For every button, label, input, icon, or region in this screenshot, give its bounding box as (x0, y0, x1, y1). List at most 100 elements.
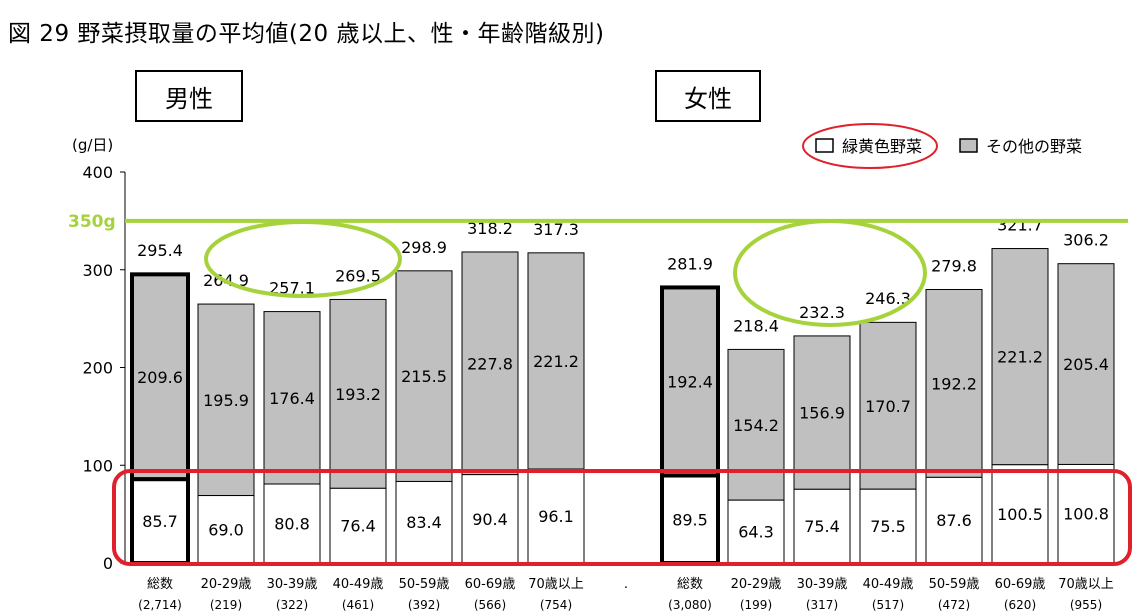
reference-line-label: 350g (68, 212, 116, 232)
category-count-label: (2,714) (138, 598, 182, 612)
category-label: 30-39歳 (267, 577, 318, 592)
data-label-total: 318.2 (467, 219, 513, 238)
group-separator-label: . (624, 577, 628, 592)
bar-segment-green-yellow (859, 488, 917, 564)
bar-segment-other (991, 248, 1049, 466)
bar-segment-other (197, 303, 255, 497)
data-label-total: 218.4 (733, 317, 779, 336)
category-label: 40-49歳 (863, 577, 914, 592)
bar-segment-green-yellow (329, 487, 387, 564)
bar-segment-other (461, 251, 519, 476)
category-label: 60-69歳 (995, 577, 1046, 592)
y-tick-label: 100 (82, 456, 113, 475)
data-label-green-yellow: 87.6 (936, 511, 972, 530)
data-label-green-yellow: 76.4 (340, 517, 376, 536)
data-label-total: 298.9 (401, 238, 447, 257)
y-tick-label: 200 (82, 359, 113, 378)
data-label-other: 221.2 (533, 352, 579, 371)
y-tick-label: 0 (103, 554, 113, 573)
data-label-green-yellow: 100.8 (1063, 505, 1109, 524)
y-axis-label: (g/日) (72, 136, 113, 154)
data-label-total: 281.9 (667, 254, 713, 273)
category-count-label: (461) (342, 598, 374, 612)
data-label-total: 279.8 (931, 256, 977, 275)
category-label: 70歳以上 (528, 577, 584, 592)
data-label-green-yellow: 80.8 (274, 515, 310, 534)
bar-segment-other (1057, 263, 1115, 465)
data-label-total: 269.5 (335, 267, 381, 286)
data-label-total: 321.7 (997, 216, 1043, 235)
highlight-ellipse-male (204, 220, 402, 298)
bar-segment-other (925, 288, 983, 478)
data-label-green-yellow: 64.3 (738, 523, 774, 542)
data-label-other: 192.2 (931, 374, 977, 393)
bar-segment-green-yellow (395, 480, 453, 564)
bar-segment-green-yellow (130, 477, 190, 565)
category-count-label: (754) (540, 598, 572, 612)
category-label: 50-59歳 (399, 577, 450, 592)
category-label: 50-59歳 (929, 577, 980, 592)
data-label-total: 257.1 (269, 279, 315, 298)
data-label-green-yellow: 69.0 (208, 520, 244, 539)
data-label-total: 306.2 (1063, 231, 1109, 250)
category-label: 総数 (147, 577, 173, 592)
bar-segment-other (859, 321, 917, 490)
legend-highlight-ellipse (802, 123, 938, 169)
data-label-other: 227.8 (467, 354, 513, 373)
data-label-other: 176.4 (269, 389, 315, 408)
data-label-green-yellow: 85.7 (142, 512, 178, 531)
data-label-green-yellow: 75.4 (804, 517, 840, 536)
category-label: 20-29歳 (201, 577, 252, 592)
category-label: 20-29歳 (731, 577, 782, 592)
data-label-other: 209.6 (137, 368, 183, 387)
data-label-green-yellow: 83.4 (406, 513, 442, 532)
category-count-label: (472) (938, 598, 970, 612)
bar-segment-other (395, 270, 453, 482)
highlight-ellipse-female (733, 219, 927, 327)
data-label-other: 170.7 (865, 397, 911, 416)
data-label-other: 156.9 (799, 404, 845, 423)
data-label-green-yellow: 90.4 (472, 510, 508, 529)
data-label-green-yellow: 100.5 (997, 505, 1043, 524)
category-count-label: (322) (276, 598, 308, 612)
data-label-other: 215.5 (401, 367, 447, 386)
data-label-other: 192.4 (667, 372, 713, 391)
category-count-label: (317) (806, 598, 838, 612)
category-label: 70歳以上 (1058, 577, 1114, 592)
category-label: 60-69歳 (465, 577, 516, 592)
bar-segment-other (727, 348, 785, 501)
category-count-label: (620) (1004, 598, 1036, 612)
data-label-total: 317.3 (533, 220, 579, 239)
category-count-label: (517) (872, 598, 904, 612)
bar-segment-green-yellow (263, 483, 321, 564)
highlight-box-green-yellow (112, 469, 1132, 566)
bar-segment-green-yellow (197, 495, 255, 564)
category-label: 30-39歳 (797, 577, 848, 592)
category-count-label: (392) (408, 598, 440, 612)
panel-label-male: 男性 (135, 70, 243, 122)
legend-swatch-other (959, 138, 978, 153)
category-count-label: (219) (210, 598, 242, 612)
panel-label-female: 女性 (655, 70, 761, 122)
data-label-green-yellow: 89.5 (672, 510, 708, 529)
data-label-other: 154.2 (733, 416, 779, 435)
category-count-label: (3,080) (668, 598, 712, 612)
category-label: 総数 (677, 577, 703, 592)
legend-label-other: その他の野菜 (986, 137, 1082, 156)
legend-label-green-yellow: 緑黄色野菜 (842, 137, 922, 156)
chart-title: 図 29 野菜摂取量の平均値(20 歳以上、性・年齢階級別) (8, 21, 605, 47)
bar-segment-other (263, 311, 321, 485)
data-label-total: 232.3 (799, 303, 845, 322)
data-label-green-yellow: 75.5 (870, 517, 906, 536)
data-label-other: 221.2 (997, 348, 1043, 367)
category-count-label: (955) (1070, 598, 1102, 612)
y-tick-label: 300 (82, 261, 113, 280)
data-label-green-yellow: 96.1 (538, 507, 574, 526)
bar-segment-green-yellow (1057, 463, 1115, 564)
data-label-total: 295.4 (137, 241, 183, 260)
bar-segment-other (329, 298, 387, 489)
category-count-label: (199) (740, 598, 772, 612)
data-label-other: 205.4 (1063, 355, 1109, 374)
data-label-other: 193.2 (335, 385, 381, 404)
category-label: 40-49歳 (333, 577, 384, 592)
